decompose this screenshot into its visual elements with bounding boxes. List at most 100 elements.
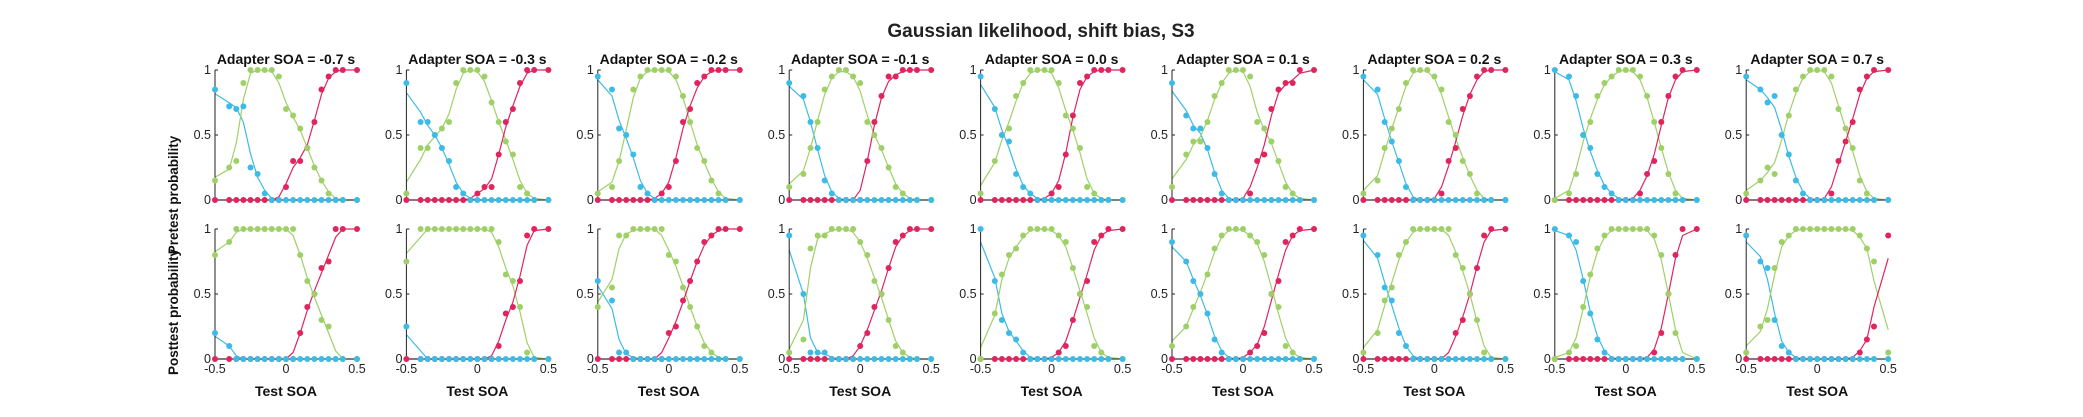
red-data-point bbox=[240, 197, 247, 203]
green-data-point bbox=[672, 258, 679, 265]
blue-data-point bbox=[736, 356, 743, 362]
green-data-point bbox=[1466, 171, 1473, 177]
blue-data-point bbox=[1771, 93, 1778, 99]
blue-data-point bbox=[417, 356, 424, 362]
blue-data-point bbox=[609, 297, 615, 304]
blue-data-point bbox=[1828, 356, 1835, 362]
green-data-point bbox=[247, 226, 254, 232]
blue-data-point bbox=[1261, 197, 1268, 203]
green-data-point bbox=[1034, 67, 1041, 73]
green-data-point bbox=[1842, 226, 1849, 232]
green-data-point bbox=[998, 271, 1005, 278]
x-axis-label: Test SOA bbox=[1786, 383, 1848, 399]
red-data-point bbox=[1197, 356, 1204, 362]
green-data-point bbox=[1084, 184, 1091, 190]
green-data-point bbox=[892, 343, 899, 349]
red-data-point bbox=[1077, 80, 1083, 86]
blue-data-point bbox=[1807, 356, 1814, 362]
blue-data-point bbox=[1637, 356, 1643, 362]
blue-data-point bbox=[928, 356, 935, 362]
panel-title: Adapter SOA = 0.2 s bbox=[1368, 51, 1502, 67]
blue-data-point bbox=[1034, 356, 1041, 362]
red-data-point bbox=[1452, 145, 1459, 151]
red-data-point bbox=[864, 158, 871, 164]
red-data-point bbox=[708, 67, 715, 73]
red-data-point bbox=[311, 119, 318, 125]
blue-data-point bbox=[332, 197, 339, 203]
blue-data-point bbox=[325, 197, 332, 203]
y-tick-label: 0.5 bbox=[576, 128, 593, 142]
blue-data-point bbox=[233, 356, 240, 362]
green-data-point bbox=[864, 252, 871, 258]
blue-data-point bbox=[1800, 190, 1806, 197]
green-fit-line bbox=[405, 69, 549, 201]
blue-data-point bbox=[1835, 356, 1842, 362]
blue-data-point bbox=[1211, 336, 1218, 343]
blue-data-point bbox=[297, 356, 304, 362]
blue-data-point bbox=[1856, 197, 1863, 203]
red-data-point bbox=[226, 197, 233, 203]
green-data-point bbox=[1190, 138, 1197, 145]
y-tick-label: 1 bbox=[1544, 222, 1551, 236]
blue-data-point bbox=[1615, 197, 1622, 203]
green-data-point bbox=[630, 86, 637, 93]
blue-data-point bbox=[1034, 197, 1041, 203]
blue-data-point bbox=[1679, 197, 1686, 203]
green-data-point bbox=[1417, 226, 1424, 232]
green-data-point bbox=[1863, 245, 1870, 252]
blue-data-point bbox=[1551, 67, 1558, 73]
red-data-point bbox=[1211, 356, 1218, 362]
red-data-point bbox=[233, 197, 240, 203]
red-data-point bbox=[481, 184, 488, 190]
red-data-point bbox=[495, 343, 502, 349]
red-data-point bbox=[616, 197, 623, 203]
y-tick-label: 0.5 bbox=[1342, 287, 1359, 301]
red-data-point bbox=[1218, 356, 1225, 362]
blue-data-point bbox=[991, 278, 998, 284]
blue-data-point bbox=[892, 356, 899, 362]
red-data-point bbox=[1395, 356, 1402, 362]
green-data-point bbox=[1594, 245, 1601, 252]
blue-data-point bbox=[1247, 197, 1254, 203]
x-axis-label: Test SOA bbox=[1212, 383, 1274, 399]
blue-data-point bbox=[1282, 197, 1289, 203]
red-fit-line bbox=[980, 228, 1123, 360]
blue-data-point bbox=[1743, 73, 1750, 80]
green-data-point bbox=[233, 226, 240, 232]
blue-data-point bbox=[212, 330, 218, 336]
red-data-point bbox=[715, 67, 722, 73]
green-data-point bbox=[1792, 226, 1799, 232]
green-data-point bbox=[1608, 73, 1615, 80]
red-data-point bbox=[1778, 197, 1785, 203]
blue-data-point bbox=[1807, 197, 1814, 203]
blue-data-point bbox=[424, 119, 431, 125]
x-tick-label: 0.5 bbox=[348, 362, 365, 376]
red-data-point bbox=[609, 356, 615, 362]
blue-data-point bbox=[1665, 356, 1672, 362]
blue-data-point bbox=[1296, 356, 1303, 362]
green-data-point bbox=[1807, 67, 1814, 73]
red-data-point bbox=[1190, 197, 1197, 203]
green-data-point bbox=[1601, 232, 1608, 239]
green-data-point bbox=[240, 80, 247, 86]
green-data-point bbox=[1863, 190, 1870, 197]
red-data-point bbox=[1502, 67, 1509, 73]
blue-data-point bbox=[1459, 356, 1466, 362]
green-data-point bbox=[1388, 125, 1395, 132]
green-data-point bbox=[1587, 119, 1594, 125]
blue-data-point bbox=[1417, 197, 1424, 203]
blue-data-point bbox=[1764, 99, 1771, 106]
green-data-point bbox=[1289, 349, 1296, 356]
blue-data-point bbox=[616, 125, 623, 132]
green-data-point bbox=[807, 245, 814, 252]
blue-fit-line bbox=[980, 84, 1123, 201]
blue-data-point bbox=[1474, 356, 1480, 362]
red-data-point bbox=[665, 330, 672, 336]
green-data-point bbox=[828, 226, 835, 232]
green-data-point bbox=[268, 67, 275, 73]
green-data-point bbox=[1183, 151, 1190, 158]
red-data-point bbox=[1275, 86, 1282, 93]
blue-data-point bbox=[1020, 349, 1027, 356]
blue-data-point bbox=[1842, 356, 1849, 362]
green-data-point bbox=[977, 356, 984, 362]
